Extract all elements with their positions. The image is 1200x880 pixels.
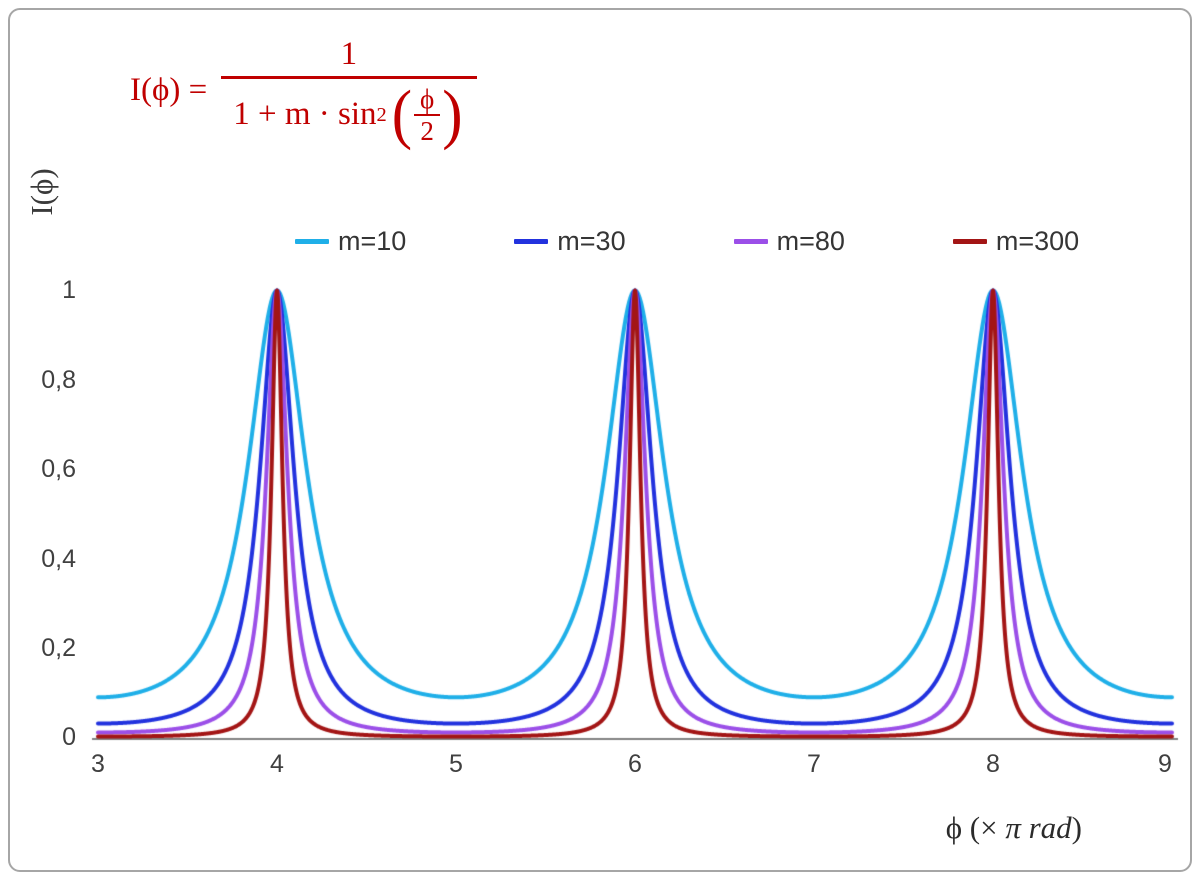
legend-item-m30: m=30 xyxy=(514,226,626,257)
legend-line-swatch-m10 xyxy=(295,239,329,244)
y-tick-label: 0,8 xyxy=(41,366,76,394)
x-tick-label: 4 xyxy=(270,750,284,778)
legend-item-m300: m=300 xyxy=(952,226,1080,257)
x-tick-label: 5 xyxy=(449,750,463,778)
legend-label-m10: m=10 xyxy=(338,226,407,256)
legend-label-m80: m=80 xyxy=(776,226,845,256)
formula-annotation: I(ϕ) = 1 1 + m · sin 2 ( ϕ 2 ) xyxy=(130,36,477,152)
formula-den-text: 1 + m · sin xyxy=(233,96,377,133)
legend-line-swatch-m300 xyxy=(952,239,987,244)
y-tick-label: 0,6 xyxy=(41,455,76,483)
x-axis-title-italic: π rad xyxy=(1005,810,1072,845)
y-tick-label: 0 xyxy=(62,723,76,751)
x-tick-label: 7 xyxy=(807,750,821,778)
legend-item-m10: m=10 xyxy=(295,226,406,257)
x-axis-title-prefix: ϕ (× xyxy=(945,810,1006,845)
x-axis-title: ϕ (× π rad) xyxy=(946,810,1082,846)
formula-lhs: I(ϕ) = xyxy=(130,71,208,108)
y-tick-label: 0,2 xyxy=(41,634,76,662)
legend-label-m300: m=300 xyxy=(995,226,1080,256)
x-tick-label: 8 xyxy=(986,750,1000,778)
legend-item-m80: m=80 xyxy=(733,226,845,257)
formula-numerator: 1 xyxy=(340,36,358,72)
x-axis-title-suffix: ) xyxy=(1071,810,1082,845)
formula-close-paren: ) xyxy=(442,77,463,152)
formula-inner-numerator: ϕ xyxy=(414,85,441,117)
formula-fraction: 1 1 + m · sin 2 ( ϕ 2 ) xyxy=(221,36,477,152)
x-tick-label: 9 xyxy=(1158,750,1172,778)
x-tick-label: 3 xyxy=(91,750,105,778)
y-tick-label: 0,4 xyxy=(41,545,76,573)
formula-inner-denominator: 2 xyxy=(420,116,434,147)
legend-line-swatch-m80 xyxy=(733,239,768,244)
y-axis-title: I(ϕ) xyxy=(24,168,59,216)
legend: m=10 m=30 m=80 m=300 xyxy=(295,226,1079,257)
x-tick-label: 6 xyxy=(628,750,642,778)
y-tick-label: 1 xyxy=(62,276,76,304)
legend-line-swatch-m30 xyxy=(514,239,549,244)
legend-label-m30: m=30 xyxy=(557,226,626,256)
formula-inner-fraction: ϕ 2 xyxy=(414,85,441,147)
formula-denominator: 1 + m · sin 2 ( ϕ 2 ) xyxy=(221,75,477,152)
formula-open-paren: ( xyxy=(391,77,413,152)
